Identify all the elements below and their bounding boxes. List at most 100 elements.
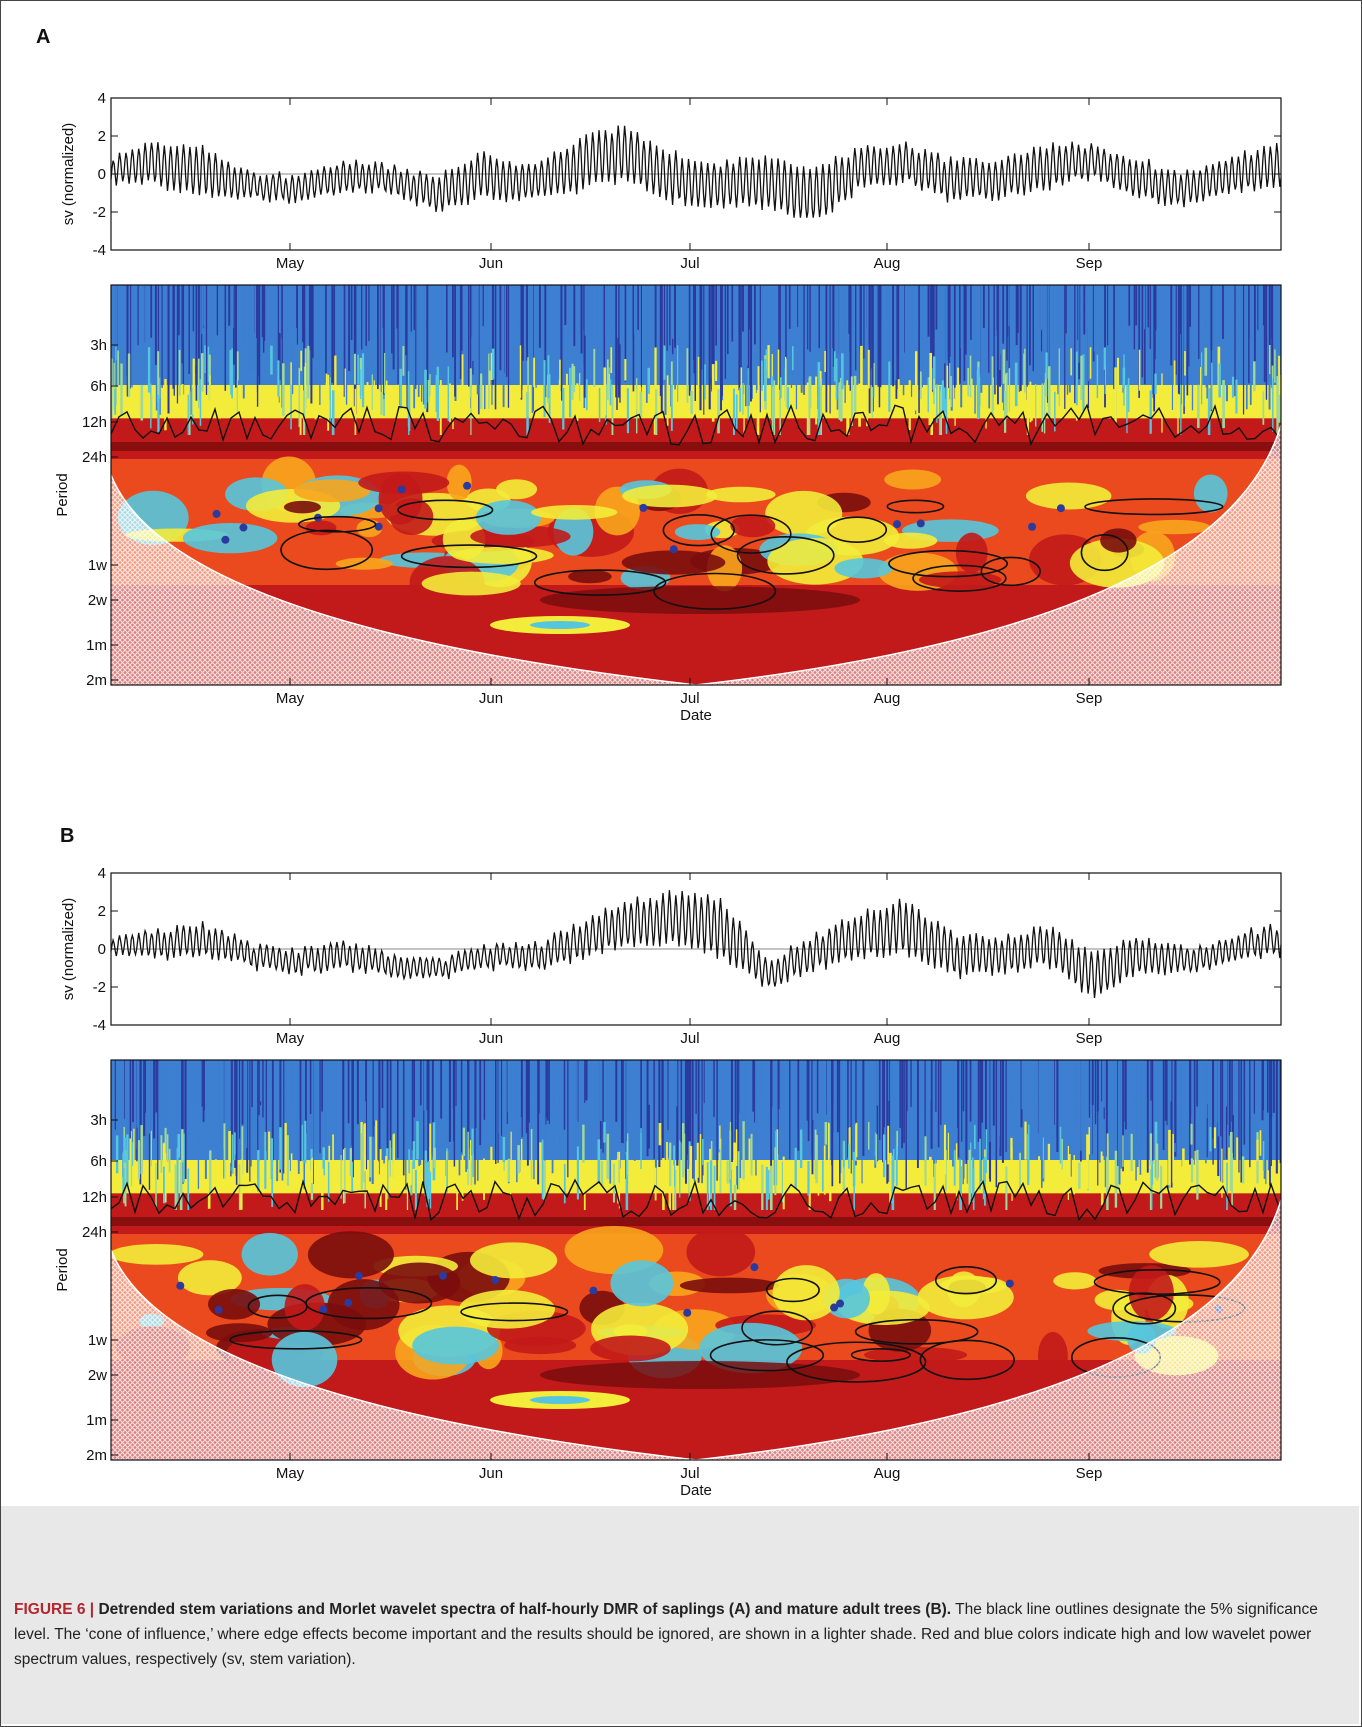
x-tick-label: Jun bbox=[479, 255, 503, 272]
power-blob bbox=[241, 1232, 298, 1276]
x-tick-label: Jun bbox=[479, 690, 503, 707]
power-blob bbox=[206, 1323, 273, 1343]
power-blob bbox=[111, 1244, 204, 1265]
y-tick-label: 24h bbox=[82, 449, 107, 466]
power-band bbox=[111, 638, 1281, 646]
power-blob bbox=[412, 1326, 499, 1365]
y-tick-label: 1w bbox=[88, 557, 107, 574]
wavelet-field bbox=[111, 1060, 1281, 1460]
power-band bbox=[111, 1420, 1281, 1428]
x-tick-label: Sep bbox=[1076, 255, 1103, 272]
power-minimum bbox=[893, 520, 902, 529]
power-blob bbox=[540, 1361, 860, 1389]
power-blob bbox=[765, 490, 843, 537]
y-tick-label: 24h bbox=[82, 1224, 107, 1241]
power-blob bbox=[679, 1277, 780, 1294]
power-blob bbox=[706, 486, 776, 503]
x-tick-label: Aug bbox=[874, 690, 901, 707]
y-tick-label: 12h bbox=[82, 1189, 107, 1206]
significance-contour bbox=[305, 1287, 433, 1320]
power-band bbox=[111, 458, 1281, 466]
significance-contour bbox=[850, 1347, 911, 1362]
power-band bbox=[111, 405, 1281, 413]
y-axis-label: Period bbox=[54, 1248, 71, 1291]
power-band bbox=[111, 665, 1281, 673]
power-minimum bbox=[589, 1286, 598, 1295]
power-blob bbox=[918, 571, 1002, 589]
x-tick-label: Jul bbox=[680, 1030, 699, 1047]
x-axis-label: Date bbox=[680, 1482, 712, 1499]
significance-contour bbox=[710, 514, 792, 554]
power-minimum bbox=[491, 1275, 500, 1284]
power-band bbox=[111, 1293, 1281, 1301]
power-blob bbox=[208, 1288, 261, 1320]
panel-label-a: A bbox=[36, 26, 51, 48]
power-minimum bbox=[212, 509, 221, 518]
power-band bbox=[111, 538, 1281, 546]
power-band bbox=[111, 1133, 1281, 1141]
significance-contour bbox=[980, 556, 1041, 587]
sv-series-line bbox=[110, 125, 1282, 218]
power-blob bbox=[531, 504, 618, 520]
significance-contour bbox=[533, 569, 667, 596]
x-tick-label: Sep bbox=[1076, 1030, 1103, 1047]
power-band bbox=[111, 1153, 1281, 1161]
significance-contour bbox=[934, 1266, 998, 1295]
power-band bbox=[111, 465, 1281, 473]
power-minimum bbox=[374, 504, 383, 513]
power-band bbox=[111, 1160, 1281, 1168]
power-blob bbox=[182, 522, 278, 554]
power-blob bbox=[622, 484, 718, 508]
y-tick-label: 2 bbox=[98, 128, 106, 145]
power-band bbox=[111, 1266, 1281, 1274]
caption-text: The black line outlines designate the 5%… bbox=[14, 1601, 1318, 1668]
power-blob bbox=[421, 571, 521, 596]
power-minimum bbox=[1005, 1279, 1014, 1288]
y-tick-label: -4 bbox=[93, 242, 106, 259]
power-band bbox=[111, 631, 1281, 639]
wavelet-field bbox=[111, 285, 1281, 685]
significance-contour bbox=[229, 1329, 363, 1350]
significance-contour bbox=[765, 1277, 820, 1303]
power-band bbox=[111, 618, 1281, 626]
y-tick-label: 2w bbox=[88, 592, 107, 609]
power-band bbox=[111, 671, 1281, 679]
y-axis-label: sv (normalized) bbox=[60, 898, 77, 1001]
y-axis-label: sv (normalized) bbox=[60, 123, 77, 226]
power-band bbox=[111, 398, 1281, 406]
wavelet-plot-a: 3h 6h 12h 24h 1w 2w 1m 2m May Jun Jul Aug Sep Date Per… bbox=[54, 284, 1282, 724]
power-minimum bbox=[397, 485, 406, 494]
power-minimum bbox=[830, 1303, 839, 1312]
power-band bbox=[111, 1173, 1281, 1181]
power-blob bbox=[452, 546, 554, 564]
power-minimum bbox=[354, 1271, 363, 1280]
power-blob bbox=[378, 1262, 461, 1304]
power-blob bbox=[1037, 1331, 1068, 1381]
power-blob bbox=[883, 532, 938, 549]
power-band bbox=[111, 645, 1281, 653]
x-tick-label: Jul bbox=[680, 1465, 699, 1482]
power-minimum bbox=[683, 1308, 692, 1317]
power-band bbox=[111, 1440, 1281, 1448]
panel-a-wavelet-spectrum: 3h 6h 12h 24h 1w 2w 1m 2m May Jun Jul Aug Sep Date Per… bbox=[54, 284, 1282, 724]
power-band bbox=[111, 1446, 1281, 1454]
cone-of-influence-hatch bbox=[111, 1200, 1281, 1460]
y-tick-label: -4 bbox=[93, 1017, 106, 1034]
power-blob bbox=[177, 1260, 242, 1296]
power-minimum bbox=[836, 1299, 845, 1308]
power-blob bbox=[293, 479, 371, 503]
significance-contour bbox=[912, 564, 1007, 592]
y-tick-label: 3h bbox=[90, 337, 107, 354]
y-tick-label: 6h bbox=[90, 1153, 107, 1170]
power-blob bbox=[917, 1275, 1014, 1320]
power-band bbox=[111, 442, 1281, 451]
x-tick-label: Jun bbox=[479, 1030, 503, 1047]
power-band bbox=[111, 611, 1281, 619]
x-tick-label: Aug bbox=[874, 255, 901, 272]
y-tick-label: 0 bbox=[98, 941, 106, 958]
power-blob bbox=[686, 1227, 756, 1277]
power-minimum bbox=[344, 1298, 353, 1307]
power-band bbox=[111, 1140, 1281, 1148]
power-blob bbox=[621, 550, 726, 575]
line-plot-a: 4 2 0 -2 -4 May Jun Jul Aug Sep sv (normalized) bbox=[60, 90, 1282, 272]
